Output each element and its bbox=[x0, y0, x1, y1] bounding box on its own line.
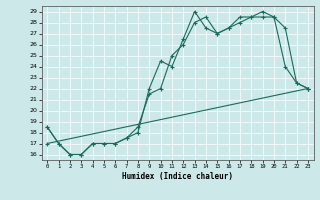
X-axis label: Humidex (Indice chaleur): Humidex (Indice chaleur) bbox=[122, 172, 233, 181]
